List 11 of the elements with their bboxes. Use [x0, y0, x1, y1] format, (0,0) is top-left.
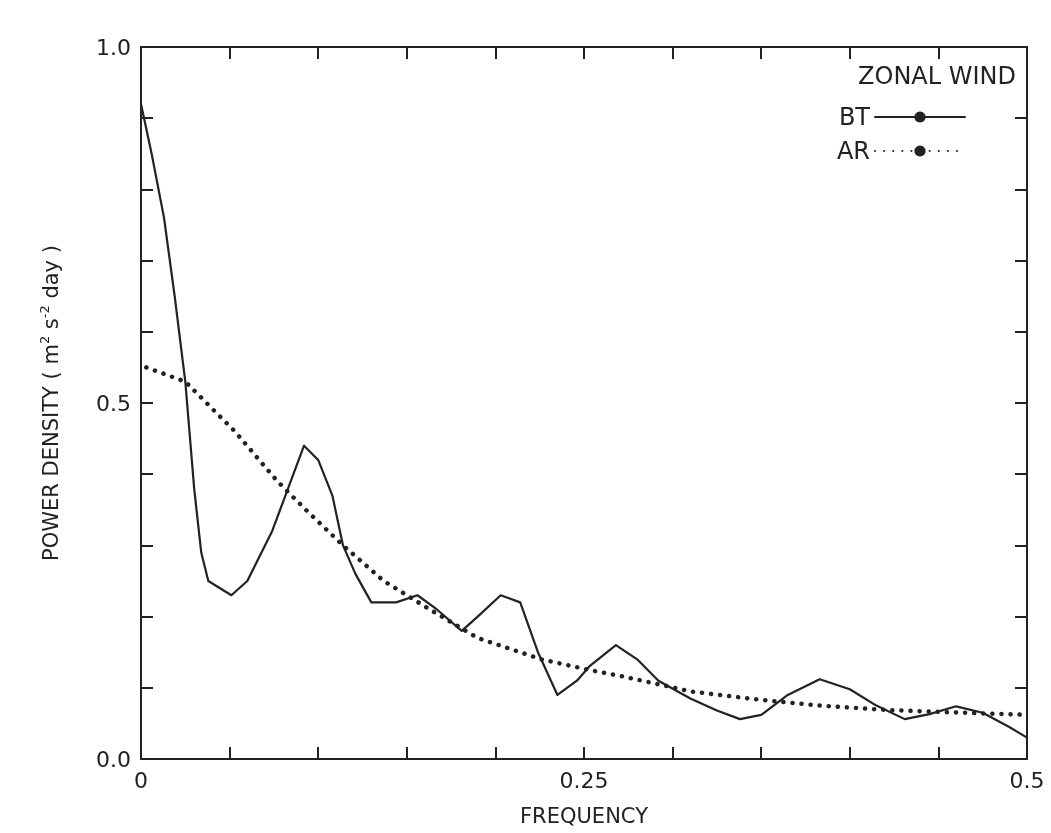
y-tick-label: 1.0	[96, 34, 131, 60]
x-tick-label: 0.25	[559, 767, 609, 793]
legend-label: AR	[836, 137, 870, 165]
legend-label: BT	[838, 103, 871, 131]
y-tick-label: 0.5	[96, 390, 131, 416]
y-tick-label: 0.0	[96, 746, 131, 772]
x-tick-label: 0	[134, 767, 148, 793]
y-axis-title: POWER DENSITY ( m2 s-2 day )	[37, 245, 63, 561]
legend-title: ZONAL WIND	[858, 62, 1017, 90]
x-tick-label: 0.5	[1009, 767, 1045, 793]
x-axis-title: FREQUENCY	[520, 803, 649, 828]
